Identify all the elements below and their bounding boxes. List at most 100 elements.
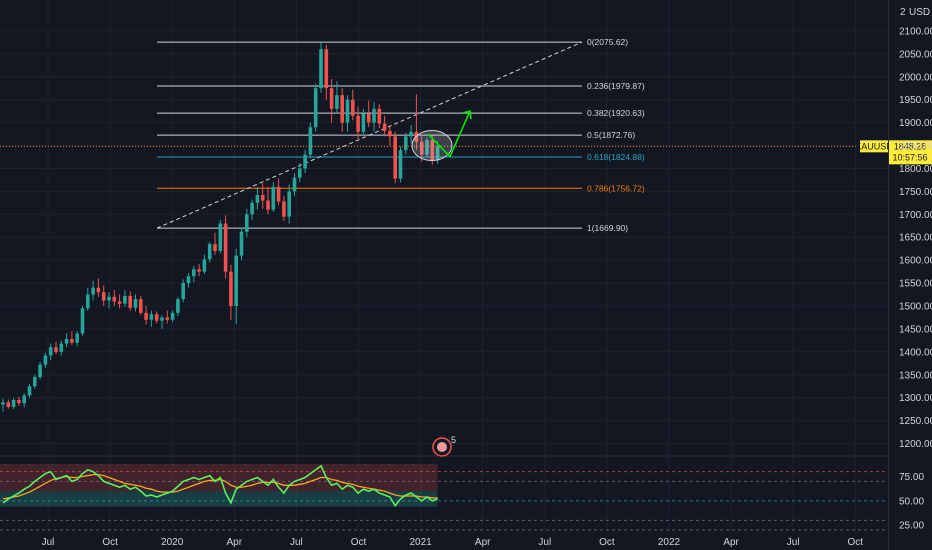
time-axis[interactable]: Jul Oct 2020 Apr Jul Oct 2021 Apr Jul Oct 2022 Apr J… [42, 537, 864, 548]
candle [266, 186, 270, 215]
candle-body [345, 99, 350, 123]
candle-body [202, 259, 207, 272]
candle-body [435, 146, 440, 161]
candle-body [414, 131, 419, 142]
candle [22, 393, 26, 407]
y-tick-label: 1200.00 [899, 439, 932, 450]
candle [128, 291, 132, 311]
candle [213, 232, 217, 255]
fib-level-label: 0.5(1872.76) [587, 130, 635, 140]
candle-body [86, 294, 90, 309]
candle [218, 219, 223, 254]
candle [430, 135, 435, 165]
candle [38, 361, 42, 380]
candle-body [197, 269, 201, 272]
candle [351, 89, 355, 121]
candle [245, 208, 249, 238]
drawing-annotations[interactable]: 5 [411, 110, 472, 457]
candle-body [229, 271, 233, 306]
x-tick-label: Oct [848, 537, 864, 548]
candle [388, 124, 392, 146]
candle [335, 81, 339, 114]
fibonacci-retracement[interactable]: 0(2075.62) 0.236(1979.87) 0.382(1920.63) 0.… [157, 37, 645, 233]
candle-body [48, 347, 53, 356]
event-badge[interactable]: 5 [432, 435, 456, 457]
candle-body [356, 115, 360, 132]
trend-line[interactable] [156, 41, 583, 229]
candle [313, 83, 318, 132]
candle [393, 131, 397, 184]
candle-body [107, 296, 111, 301]
fib-level-label: 0.618(1824.88) [587, 152, 645, 162]
oscillator-series [2, 464, 438, 508]
y-tick-label: 1350.00 [899, 370, 932, 381]
candle-body [11, 399, 16, 407]
candle-body [170, 312, 175, 320]
candlestick-series [1, 42, 440, 412]
fib-level-label: 0(2075.62) [587, 37, 628, 47]
candle-body [340, 95, 344, 123]
candle-body [409, 131, 413, 137]
x-tick-label: 2020 [161, 537, 184, 548]
oscillator-fast-line [2, 464, 438, 508]
candle-body [6, 402, 11, 407]
y-tick-label: 1400.00 [899, 347, 932, 358]
symbol-tag [860, 140, 888, 153]
candle [409, 124, 413, 144]
candle-body [366, 113, 371, 123]
fib-level-label: 0.382(1920.63) [587, 108, 645, 118]
candle-body [192, 269, 196, 277]
candle-body [176, 299, 180, 313]
candle [1, 398, 5, 412]
candle [282, 195, 286, 222]
candle-body [287, 191, 291, 217]
oscillator-tick-label: 50.00 [899, 496, 924, 507]
candle [404, 132, 408, 155]
candle-body [419, 141, 424, 155]
candle [112, 289, 117, 306]
candle [154, 311, 159, 324]
candle [319, 42, 323, 93]
candle [75, 330, 79, 347]
y-tick-label: 1650.00 [899, 233, 932, 244]
candle-body [404, 136, 408, 151]
event-badge-count: 5 [451, 435, 456, 445]
x-tick-label: Jul [290, 537, 303, 548]
y-tick-label: 1850.00 [899, 141, 932, 152]
price-axis[interactable]: 2100.00 2050.00 2000.00 1950.00 1900.00 1850.… [899, 26, 932, 531]
y-tick-label: 1300.00 [899, 393, 932, 404]
candle [382, 115, 387, 137]
candle [298, 162, 302, 183]
candle [223, 215, 228, 279]
candle-body [64, 339, 69, 344]
y-tick-label: 1700.00 [899, 210, 932, 221]
candle [234, 248, 238, 325]
candle [255, 186, 260, 210]
y-tick-label: 1950.00 [899, 95, 932, 106]
candle [27, 383, 32, 398]
candle-body [80, 308, 85, 334]
candle-body [38, 364, 42, 378]
fib-trend-line [156, 41, 583, 229]
candle [197, 263, 201, 277]
candle-body [223, 223, 228, 272]
candle [398, 146, 403, 183]
candle-body [91, 287, 95, 295]
candle-body [430, 140, 435, 161]
fib-level-label: 1(1669.90) [587, 223, 628, 233]
candle-body [319, 49, 323, 89]
oversold-zone [0, 491, 438, 507]
candle [229, 264, 233, 320]
candle [11, 397, 16, 410]
candle-body [351, 99, 355, 116]
candle [345, 95, 350, 132]
candle-body [298, 168, 302, 178]
candle-body [75, 333, 79, 343]
candle-body [313, 88, 318, 128]
candle-body [101, 292, 106, 301]
candle-body [266, 200, 270, 210]
candle [117, 294, 122, 309]
candle-body [276, 186, 281, 202]
candle-body [165, 317, 170, 320]
